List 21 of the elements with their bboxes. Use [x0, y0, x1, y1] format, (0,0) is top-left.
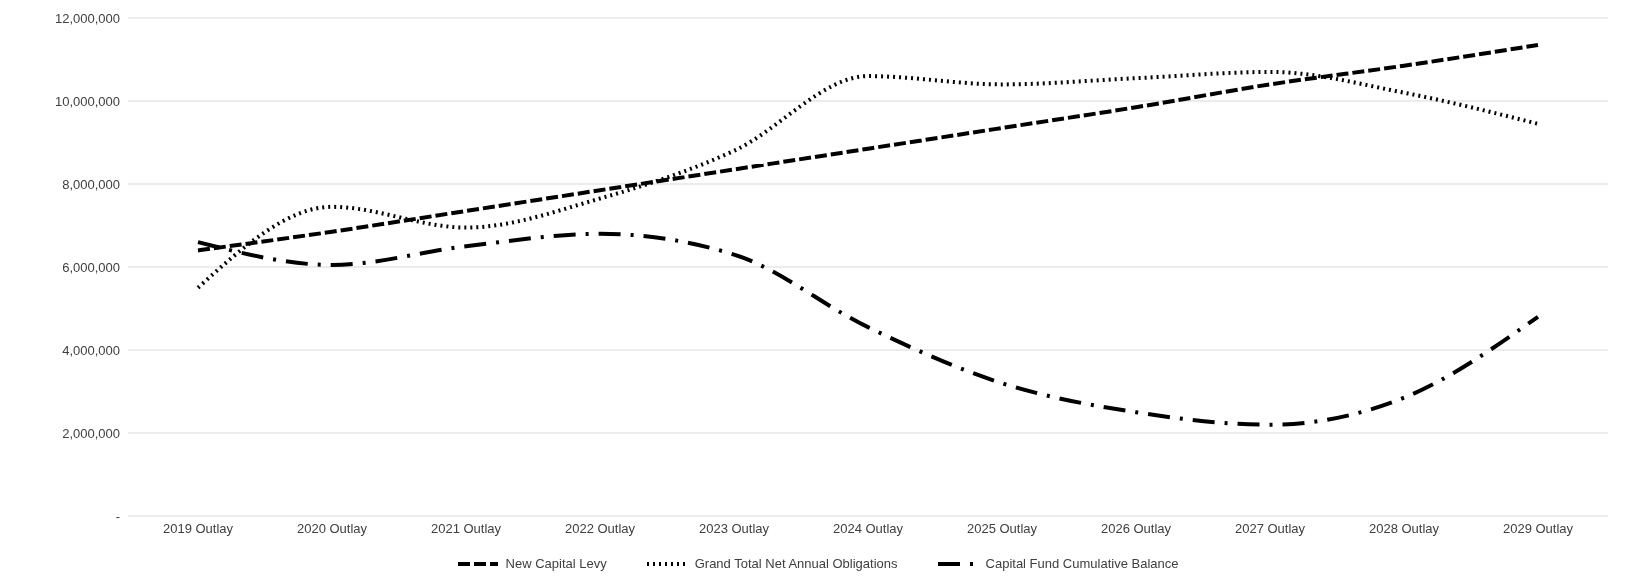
x-tick-label: 2024 Outlay	[832, 521, 904, 537]
x-tick-label: 2019 Outlay	[162, 521, 234, 537]
legend-label: Capital Fund Cumulative Balance	[984, 556, 1179, 571]
x-tick-label: 2027 Outlay	[1234, 521, 1306, 537]
y-tick-label: -	[115, 508, 120, 524]
x-tick-label: 2028 Outlay	[1368, 521, 1440, 537]
x-tick-label: 2020 Outlay	[296, 521, 368, 537]
legend-label: Grand Total Net Annual Obligations	[693, 556, 898, 571]
y-tick-label: 6,000,000	[62, 259, 120, 275]
x-tick-label: 2025 Outlay	[966, 521, 1038, 537]
y-tick-label: 4,000,000	[62, 342, 120, 358]
y-tick-label: 8,000,000	[62, 176, 120, 192]
y-tick-label: 2,000,000	[62, 425, 120, 441]
x-tick-label: 2023 Outlay	[698, 521, 770, 537]
x-tick-label: 2029 Outlay	[1502, 521, 1574, 537]
x-tick-label: 2021 Outlay	[430, 521, 502, 537]
legend-label: New Capital Levy	[504, 556, 607, 571]
y-tick-label: 12,000,000	[54, 10, 120, 26]
y-tick-label: 10,000,000	[54, 93, 120, 109]
x-tick-label: 2022 Outlay	[564, 521, 636, 537]
x-tick-label: 2026 Outlay	[1100, 521, 1172, 537]
